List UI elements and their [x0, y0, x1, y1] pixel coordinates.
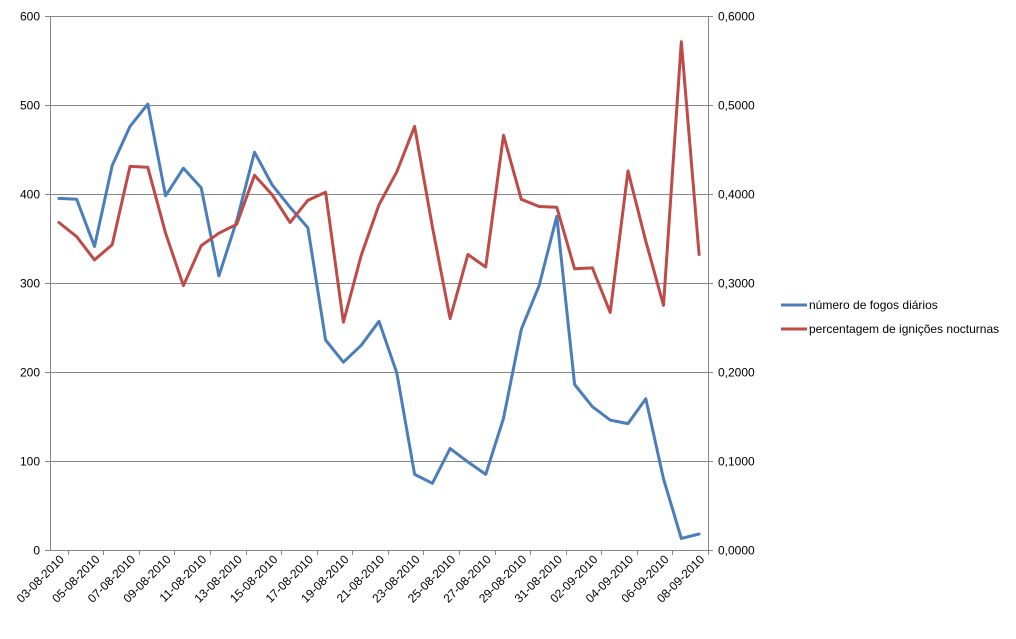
y2-tick-label: 0,5000: [718, 99, 755, 113]
series-line-ignicoes-nocturnas: [57, 40, 701, 324]
y-tick-label: 600: [20, 10, 40, 24]
series-line-fogos-diarios: [57, 102, 701, 540]
y-tick-label: 400: [20, 188, 40, 202]
y2-tick-label: 0,1000: [718, 455, 755, 469]
y2-tick-label: 0,3000: [718, 277, 755, 291]
y-tick-label: 500: [20, 99, 40, 113]
y2-tick-label: 0,4000: [718, 188, 755, 202]
y2-tick-label: 0,0000: [718, 544, 755, 558]
y-tick-label: 200: [20, 366, 40, 380]
legend-label: percentagem de ignições nocturnas: [809, 322, 999, 336]
legend-label: número de fogos diários: [809, 298, 938, 312]
y-tick-label: 100: [20, 455, 40, 469]
y2-tick-label: 0,6000: [718, 10, 755, 24]
y2-tick-label: 0,2000: [718, 366, 755, 380]
y-tick-label: 300: [20, 277, 40, 291]
y-tick-label: 0: [33, 544, 40, 558]
